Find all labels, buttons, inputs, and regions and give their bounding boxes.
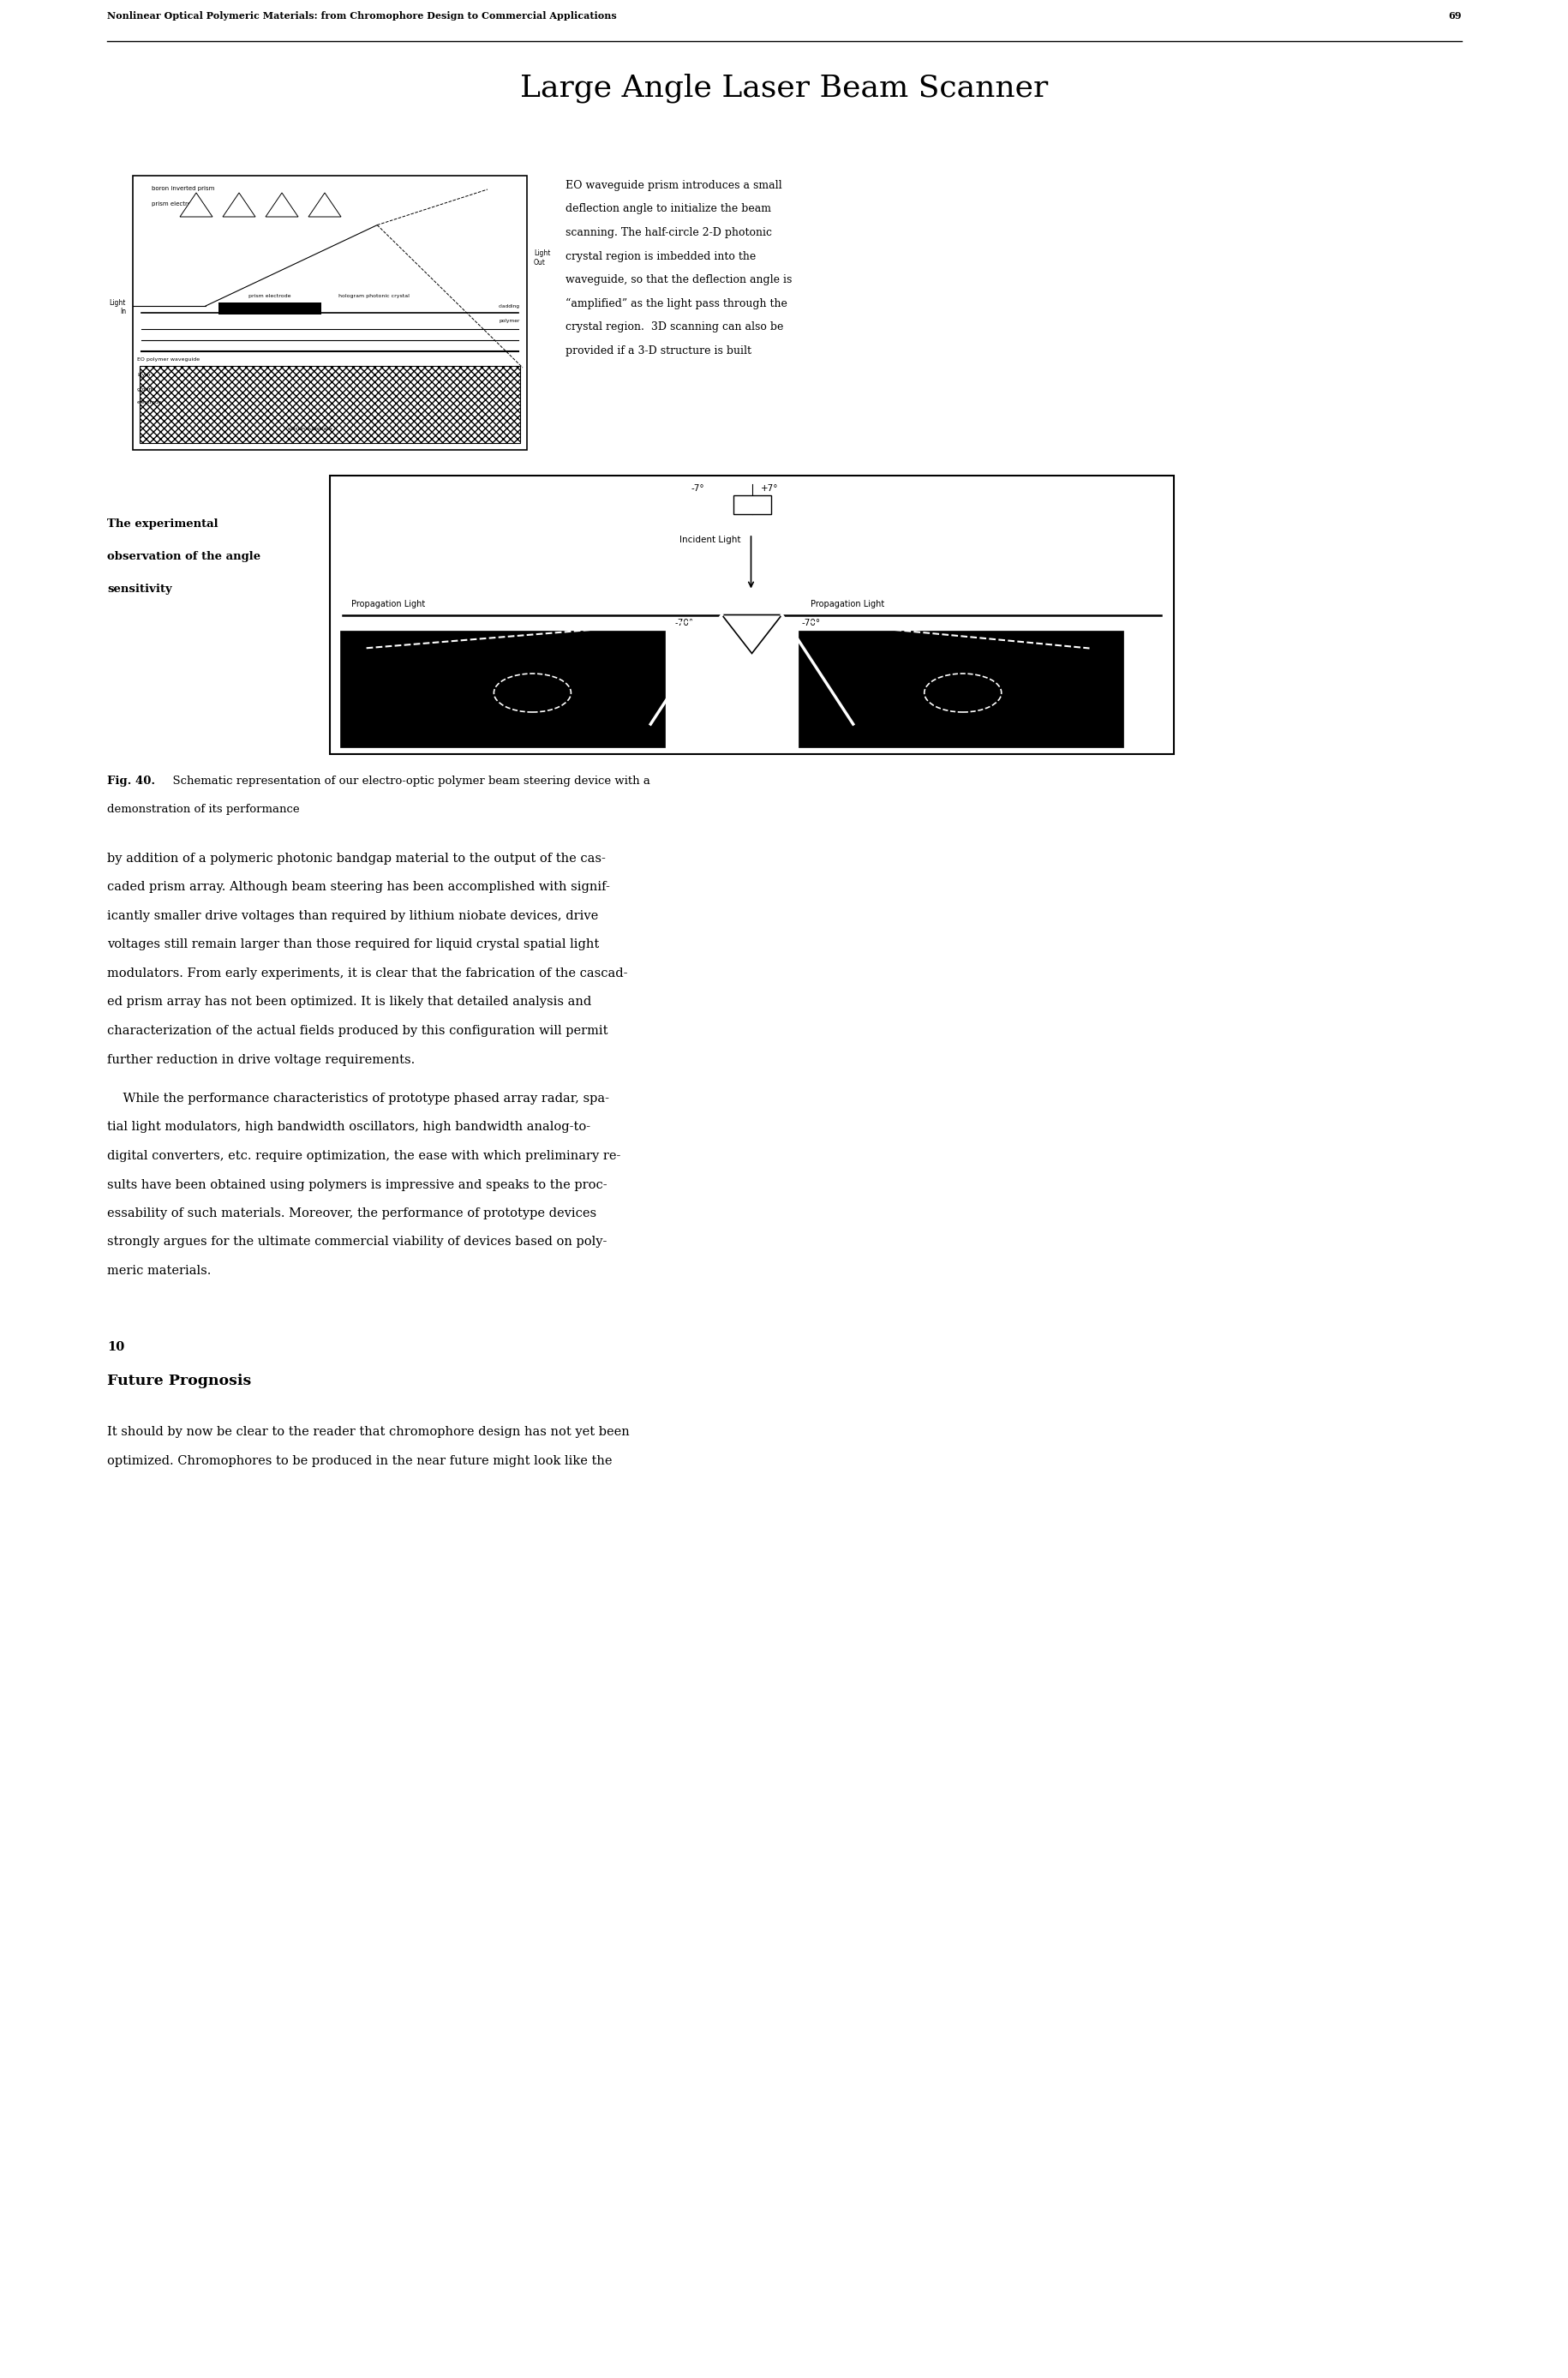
Text: The experimental: The experimental bbox=[107, 518, 218, 530]
Polygon shape bbox=[309, 193, 340, 216]
Text: digital converters, etc. require optimization, the ease with which preliminary r: digital converters, etc. require optimiz… bbox=[107, 1151, 621, 1163]
Text: Large Angle Laser Beam Scanner: Large Angle Laser Beam Scanner bbox=[521, 74, 1047, 102]
Text: Fig. 40.: Fig. 40. bbox=[107, 775, 155, 787]
Text: icantly smaller drive voltages than required by lithium niobate devices, drive: icantly smaller drive voltages than requ… bbox=[107, 911, 597, 923]
Text: polymer: polymer bbox=[499, 319, 521, 323]
Text: further reduction in drive voltage requirements.: further reduction in drive voltage requi… bbox=[107, 1053, 414, 1065]
Text: hologram photonic crystal: hologram photonic crystal bbox=[339, 295, 409, 297]
Text: meric materials.: meric materials. bbox=[107, 1265, 212, 1277]
Text: strongly argues for the ultimate commercial viability of devices based on poly-: strongly argues for the ultimate commerc… bbox=[107, 1237, 607, 1248]
Text: -70°: -70° bbox=[674, 618, 693, 628]
Text: by addition of a polymeric photonic bandgap material to the output of the cas-: by addition of a polymeric photonic band… bbox=[107, 854, 605, 866]
Text: crystal region.  3D scanning can also be: crystal region. 3D scanning can also be bbox=[564, 321, 782, 333]
Text: silicon substrate: silicon substrate bbox=[289, 426, 332, 430]
Text: deflection angle to initialize the beam: deflection angle to initialize the beam bbox=[564, 205, 771, 214]
Text: sensitivity: sensitivity bbox=[107, 583, 172, 594]
Text: voltages still remain larger than those required for liquid crystal spatial ligh: voltages still remain larger than those … bbox=[107, 939, 599, 951]
Text: tial light modulators, high bandwidth oscillators, high bandwidth analog-to-: tial light modulators, high bandwidth os… bbox=[107, 1122, 590, 1134]
Text: EO polymer waveguide: EO polymer waveguide bbox=[136, 357, 199, 361]
Bar bbox=[329, 476, 1173, 754]
Bar bbox=[133, 176, 527, 449]
Text: modulators. From early experiments, it is clear that the fabrication of the casc: modulators. From early experiments, it i… bbox=[107, 968, 627, 980]
Polygon shape bbox=[223, 193, 256, 216]
Text: observation of the angle: observation of the angle bbox=[107, 552, 260, 561]
Text: waveguide, so that the deflection angle is: waveguide, so that the deflection angle … bbox=[564, 273, 792, 285]
Text: boron inverted prism: boron inverted prism bbox=[152, 185, 215, 190]
Text: -7°: -7° bbox=[691, 485, 704, 492]
Text: scanning. The half-circle 2-D photonic: scanning. The half-circle 2-D photonic bbox=[564, 226, 771, 238]
Text: essability of such materials. Moreover, the performance of prototype devices: essability of such materials. Moreover, … bbox=[107, 1208, 596, 1220]
Text: caded prism array. Although beam steering has been accomplished with signif-: caded prism array. Although beam steerin… bbox=[107, 882, 610, 894]
Text: optimized. Chromophores to be produced in the near future might look like the: optimized. Chromophores to be produced i… bbox=[107, 1455, 612, 1467]
Text: Nonlinear Optical Polymeric Materials: from Chromophore Design to Commercial App: Nonlinear Optical Polymeric Materials: f… bbox=[107, 12, 616, 21]
Text: Light
In: Light In bbox=[110, 300, 125, 316]
Text: cladding: cladding bbox=[499, 304, 521, 309]
Text: “amplified” as the light pass through the: “amplified” as the light pass through th… bbox=[564, 297, 787, 309]
Text: EO waveguide prism introduces a small: EO waveguide prism introduces a small bbox=[564, 181, 781, 190]
Text: layer: layer bbox=[136, 373, 151, 376]
Text: sults have been obtained using polymers is impressive and speaks to the proc-: sults have been obtained using polymers … bbox=[107, 1179, 607, 1191]
Text: ed prism array has not been optimized. It is likely that detailed analysis and: ed prism array has not been optimized. I… bbox=[107, 996, 591, 1008]
Bar bbox=[732, 495, 770, 514]
Text: Incident Light: Incident Light bbox=[679, 535, 740, 545]
Bar bbox=[218, 302, 321, 314]
Text: crystal region is imbedded into the: crystal region is imbedded into the bbox=[564, 250, 756, 262]
Bar bbox=[798, 630, 1123, 747]
Polygon shape bbox=[721, 616, 781, 654]
Text: 69: 69 bbox=[1447, 12, 1461, 21]
Text: 10: 10 bbox=[107, 1341, 124, 1353]
Text: characterization of the actual fields produced by this configuration will permit: characterization of the actual fields pr… bbox=[107, 1025, 607, 1037]
Text: Light
Out: Light Out bbox=[533, 250, 550, 266]
Text: provided if a 3-D structure is built: provided if a 3-D structure is built bbox=[564, 345, 751, 357]
Text: ground: ground bbox=[136, 388, 157, 392]
Text: Future Prognosis: Future Prognosis bbox=[107, 1372, 251, 1389]
Bar bbox=[340, 630, 665, 747]
Text: Schematic representation of our electro-optic polymer beam steering device with : Schematic representation of our electro-… bbox=[165, 775, 649, 787]
Text: Propagation Light: Propagation Light bbox=[351, 599, 425, 609]
Text: demonstration of its performance: demonstration of its performance bbox=[107, 804, 299, 816]
Polygon shape bbox=[180, 193, 212, 216]
Text: Propagation Light: Propagation Light bbox=[811, 599, 884, 609]
Polygon shape bbox=[265, 193, 298, 216]
Text: prism electrode: prism electrode bbox=[248, 295, 290, 297]
Bar bbox=[140, 366, 521, 442]
Text: It should by now be clear to the reader that chromophore design has not yet been: It should by now be clear to the reader … bbox=[107, 1427, 629, 1439]
Text: prism electrode: prism electrode bbox=[152, 202, 199, 207]
Text: While the performance characteristics of prototype phased array radar, spa-: While the performance characteristics of… bbox=[107, 1092, 608, 1106]
Text: +7°: +7° bbox=[760, 485, 778, 492]
Text: electrode: electrode bbox=[136, 400, 163, 404]
Text: -70°: -70° bbox=[801, 618, 820, 628]
